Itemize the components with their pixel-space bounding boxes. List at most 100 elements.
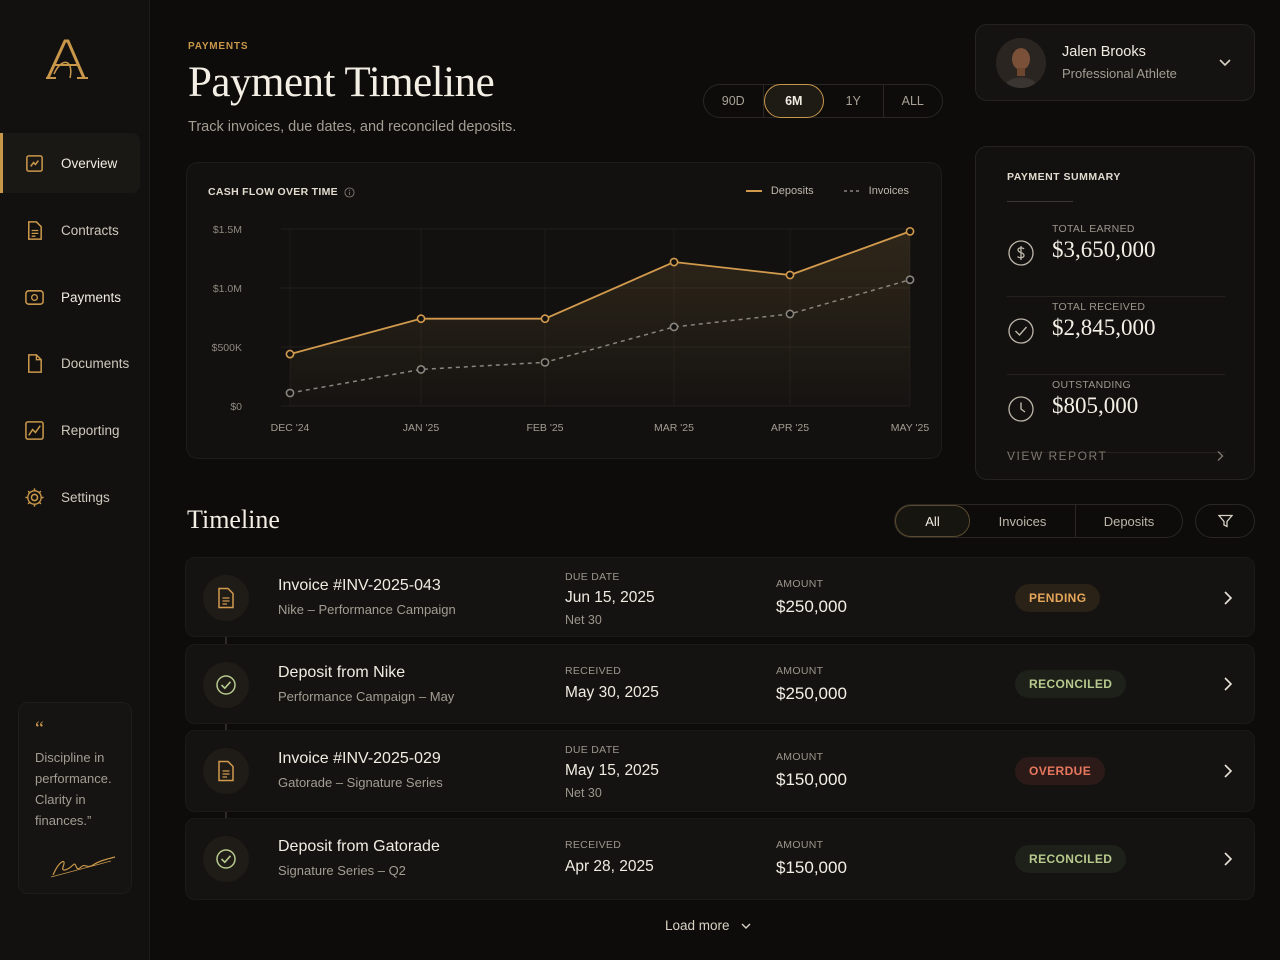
legend-label: Invoices <box>868 185 909 197</box>
quote-text: Discipline in performance. Clarity in fi… <box>35 750 112 828</box>
x-tick-label: MAY '25 <box>891 422 930 434</box>
summary-label: TOTAL EARNED <box>1052 223 1135 235</box>
chevron-right-icon[interactable] <box>1219 589 1237 607</box>
chevron-right-icon[interactable] <box>1219 850 1237 868</box>
chevron-right-icon[interactable] <box>1219 675 1237 693</box>
row-subtitle: Gatorade – Signature Series <box>278 775 443 790</box>
date-value: Apr 28, 2025 <box>565 858 654 875</box>
contracts-icon <box>28 220 42 240</box>
summary-label: TOTAL RECEIVED <box>1052 301 1146 313</box>
chart-title: CASH FLOW OVER TIME <box>208 186 355 198</box>
timeline-row[interactable]: Invoice #INV-2025-029 Gatorade – Signatu… <box>185 730 1255 812</box>
filter-deposits-button[interactable]: Deposits <box>1103 513 1155 529</box>
x-tick-label: MAR '25 <box>654 422 694 434</box>
legend-solid-line-icon <box>745 190 762 192</box>
x-tick-label: DEC '24 <box>271 422 310 434</box>
sidebar-item-label: Payments <box>61 289 122 305</box>
sidebar-item-label: Contracts <box>61 222 119 238</box>
data-point-invoices <box>540 357 550 367</box>
cash-flow-chart-card: $0 $500K $1.0M $1.5M DEC '24 JAN '25 FEB '25 M… <box>186 162 942 459</box>
timeline-row[interactable]: Invoice #INV-2025-043 Nike – Performance… <box>185 557 1255 637</box>
sidebar-item-documents[interactable]: Documents <box>0 333 140 393</box>
data-point-deposits <box>785 270 795 280</box>
data-point-invoices <box>785 309 795 319</box>
amount-value: $250,000 <box>776 597 847 616</box>
filter-icon <box>1217 514 1233 528</box>
range-90d-button[interactable]: 90D <box>704 85 764 117</box>
chevron-right-icon[interactable] <box>1219 762 1237 780</box>
status-badge: OVERDUE <box>1015 757 1106 785</box>
sidebar-item-payments[interactable]: Payments <box>0 267 140 327</box>
chevron-down-icon[interactable] <box>1218 55 1232 69</box>
sidebar-item-contracts[interactable]: Contracts <box>0 200 140 260</box>
check-circle-icon <box>203 836 249 882</box>
summary-value: $805,000 <box>1052 393 1139 418</box>
amount-label: AMOUNT <box>776 839 824 851</box>
x-tick-label: FEB '25 <box>526 422 563 434</box>
summary-total-received: TOTAL RECEIVED $2,845,000 <box>1007 297 1225 375</box>
timeline-row[interactable]: Deposit from Gatorade Signature Series –… <box>185 818 1255 900</box>
y-tick-label: $1.0M <box>213 283 242 295</box>
legend-dashed-line-icon <box>843 190 860 192</box>
view-report-link[interactable]: VIEW REPORT <box>1007 449 1225 463</box>
data-point-invoices <box>669 322 679 332</box>
data-point-invoices <box>905 275 915 285</box>
range-all-button[interactable]: ALL <box>901 94 924 108</box>
profile-menu[interactable]: Jalen Brooks Professional Athlete <box>975 24 1255 101</box>
timeline-connector <box>225 706 227 742</box>
data-point-deposits <box>905 226 915 236</box>
row-subtitle: Performance Campaign – May <box>278 689 455 704</box>
payment-summary-card: PAYMENT SUMMARY TOTAL EARNED $3,650,000 … <box>975 146 1255 480</box>
series-line-deposits <box>289 230 911 355</box>
sidebar-item-label: Overview <box>61 155 118 171</box>
x-tick-label: JAN '25 <box>403 422 440 434</box>
amount-value: $150,000 <box>776 858 847 877</box>
sidebar-item-label: Reporting <box>61 422 120 438</box>
documents-icon <box>28 353 42 373</box>
range-6m-button[interactable]: 6M <box>763 84 824 118</box>
load-more-button[interactable]: Load more <box>665 918 752 933</box>
chart-legend: Deposits Invoices <box>745 185 909 197</box>
series-line-invoices <box>289 279 911 394</box>
sidebar-item-label: Documents <box>61 355 130 371</box>
range-selector: 90D 6M 1Y ALL <box>703 84 943 118</box>
sidebar-item-label: Settings <box>61 489 110 505</box>
timeline-connector <box>225 792 227 832</box>
invoice-icon <box>203 748 249 794</box>
summary-title: PAYMENT SUMMARY <box>1007 171 1121 183</box>
sidebar-item-settings[interactable]: Settings <box>0 467 140 527</box>
check-circle-icon <box>1008 318 1034 344</box>
profile-name: Jalen Brooks <box>1062 44 1146 60</box>
brand-logo[interactable] <box>44 38 90 82</box>
sidebar-item-reporting[interactable]: Reporting <box>0 400 140 460</box>
chevron-down-icon <box>741 923 751 929</box>
data-point-deposits <box>669 257 679 267</box>
timeline-row[interactable]: Deposit from Nike Performance Campaign –… <box>185 644 1255 724</box>
row-title: Deposit from Nike <box>278 664 406 681</box>
gear-icon <box>25 487 44 507</box>
data-point-deposits <box>416 314 426 324</box>
terms-note: Net 30 <box>565 613 602 627</box>
view-report-label: VIEW REPORT <box>1007 449 1108 463</box>
row-title: Invoice #INV-2025-043 <box>278 577 441 594</box>
legend-label: Deposits <box>770 185 814 197</box>
y-tick-label: $1.5M <box>213 224 242 236</box>
filter-invoices-button[interactable]: Invoices <box>970 505 1076 537</box>
payments-icon <box>25 289 44 305</box>
range-1y-button[interactable]: 1Y <box>824 85 884 117</box>
sidebar-item-overview[interactable]: Overview <box>0 133 140 193</box>
timeline-filters: All Invoices Deposits <box>894 504 1183 538</box>
y-tick-label: $500K <box>212 342 242 354</box>
row-subtitle: Nike – Performance Campaign <box>278 602 456 617</box>
info-icon[interactable] <box>344 186 355 198</box>
status-badge: RECONCILED <box>1015 670 1127 698</box>
deposits-area <box>290 231 910 406</box>
summary-label: OUTSTANDING <box>1052 379 1131 391</box>
invoice-icon <box>203 575 249 621</box>
filter-all-button[interactable]: All <box>895 505 970 537</box>
breadcrumb: PAYMENTS <box>188 41 249 52</box>
summary-value: $2,845,000 <box>1052 315 1156 340</box>
filter-button[interactable] <box>1195 504 1255 538</box>
reporting-icon <box>25 420 44 440</box>
quote-mark-icon: “ <box>35 718 44 740</box>
